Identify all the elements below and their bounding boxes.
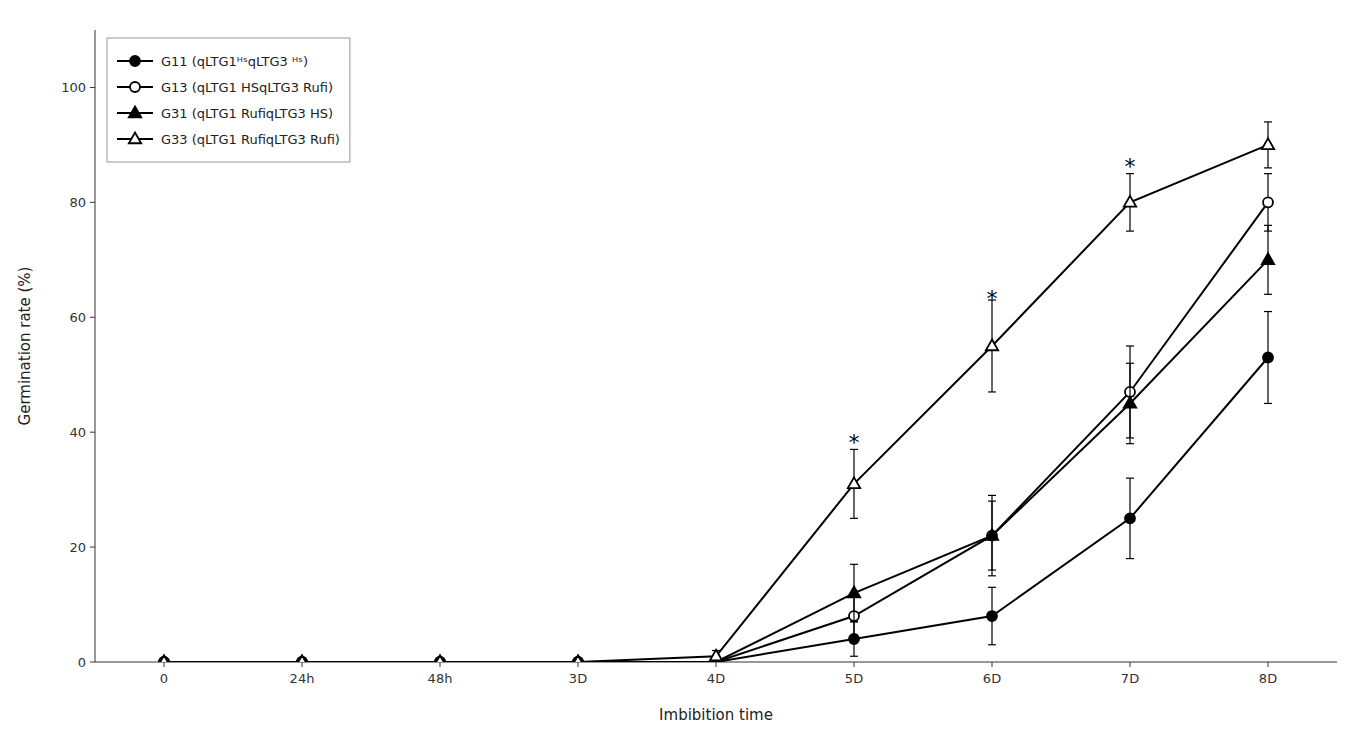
data-point — [848, 587, 860, 598]
data-point — [710, 650, 722, 661]
y-axis-label: Germination rate (%) — [16, 267, 34, 426]
series-line — [164, 357, 1268, 662]
y-tick-label: 0 — [78, 655, 86, 670]
x-tick-label: 8D — [1259, 671, 1277, 686]
legend: G11 (qLTG1ᴴˢqLTG3 ᴴˢ) G13 (qLTG1 HSqLTG3 … — [107, 38, 350, 162]
data-point — [1125, 513, 1135, 523]
error-bar — [712, 662, 720, 663]
legend-marker — [129, 107, 141, 118]
error-bar — [1264, 174, 1272, 231]
error-bar — [1126, 478, 1134, 558]
y-tick — [90, 432, 95, 433]
y-tick-label: 40 — [69, 425, 86, 440]
x-tick — [1130, 662, 1131, 667]
data-point — [1124, 397, 1136, 408]
x-tick-label: 4D — [707, 671, 725, 686]
y-tick-label: 80 — [69, 195, 86, 210]
x-tick-label: 24h — [290, 671, 315, 686]
series — [159, 174, 1273, 662]
annotation: * — [1125, 154, 1136, 179]
y-tick — [90, 87, 95, 88]
y-tick — [90, 547, 95, 548]
plot-area — [158, 122, 1274, 662]
x-tick — [440, 662, 441, 667]
chart: 0 20 40 60 80 100 0 24h 48h 3D 4D 5D 6D 7D 8D Imbibitio… — [0, 0, 1367, 742]
y-tick-label: 20 — [69, 540, 86, 555]
data-point — [434, 656, 446, 663]
legend-marker — [129, 133, 141, 144]
legend-marker — [130, 82, 140, 92]
x-tick-label: 48h — [428, 671, 453, 686]
y-tick-label: 60 — [69, 310, 86, 325]
y-tick — [90, 662, 95, 663]
error-bar — [712, 662, 720, 663]
x-tick — [164, 662, 165, 667]
series-line — [164, 202, 1268, 662]
error-bar — [712, 662, 720, 663]
series-line — [164, 260, 1268, 662]
x-tick-label: 7D — [1121, 671, 1139, 686]
x-axis-label: Imbibition time — [659, 706, 773, 724]
data-point — [987, 611, 997, 621]
series — [159, 312, 1273, 662]
annotation: * — [987, 286, 998, 311]
series — [158, 225, 1274, 662]
y-tick-label: 100 — [61, 80, 86, 95]
data-point — [986, 529, 998, 540]
legend-entry: G33 (qLTG1 RufiqLTG3 Rufi) — [161, 132, 340, 147]
y-tick — [90, 317, 95, 318]
legend-frame — [107, 38, 350, 162]
annotation: * — [849, 430, 860, 455]
data-point — [1263, 352, 1273, 362]
legend-entry: G13 (qLTG1 HSqLTG3 Rufi) — [161, 80, 333, 95]
series — [158, 122, 1274, 662]
x-tick — [302, 662, 303, 667]
error-bar — [988, 587, 996, 644]
x-tick-label: 3D — [569, 671, 587, 686]
data-point — [1262, 138, 1274, 149]
legend-entry: G31 (qLTG1 RufiqLTG3 HS) — [161, 106, 333, 121]
x-tick-label: 5D — [845, 671, 863, 686]
x-tick — [716, 662, 717, 667]
x-tick — [992, 662, 993, 667]
x-tick — [578, 662, 579, 667]
y-axis-line — [95, 30, 96, 662]
data-point — [1263, 197, 1273, 207]
series-line — [164, 145, 1268, 662]
data-point — [158, 656, 170, 663]
error-bar — [1264, 312, 1272, 404]
legend-marker — [130, 56, 140, 66]
y-tick — [90, 202, 95, 203]
x-tick-label: 0 — [160, 671, 168, 686]
data-point — [848, 477, 860, 488]
data-point — [1124, 196, 1136, 207]
x-tick — [854, 662, 855, 667]
data-point — [296, 656, 308, 663]
data-point — [572, 656, 584, 663]
legend-entry: G11 (qLTG1ᴴˢqLTG3 ᴴˢ) — [161, 54, 308, 69]
x-tick-label: 6D — [983, 671, 1001, 686]
x-tick — [1268, 662, 1269, 667]
data-point — [1262, 253, 1274, 264]
data-point — [986, 340, 998, 351]
